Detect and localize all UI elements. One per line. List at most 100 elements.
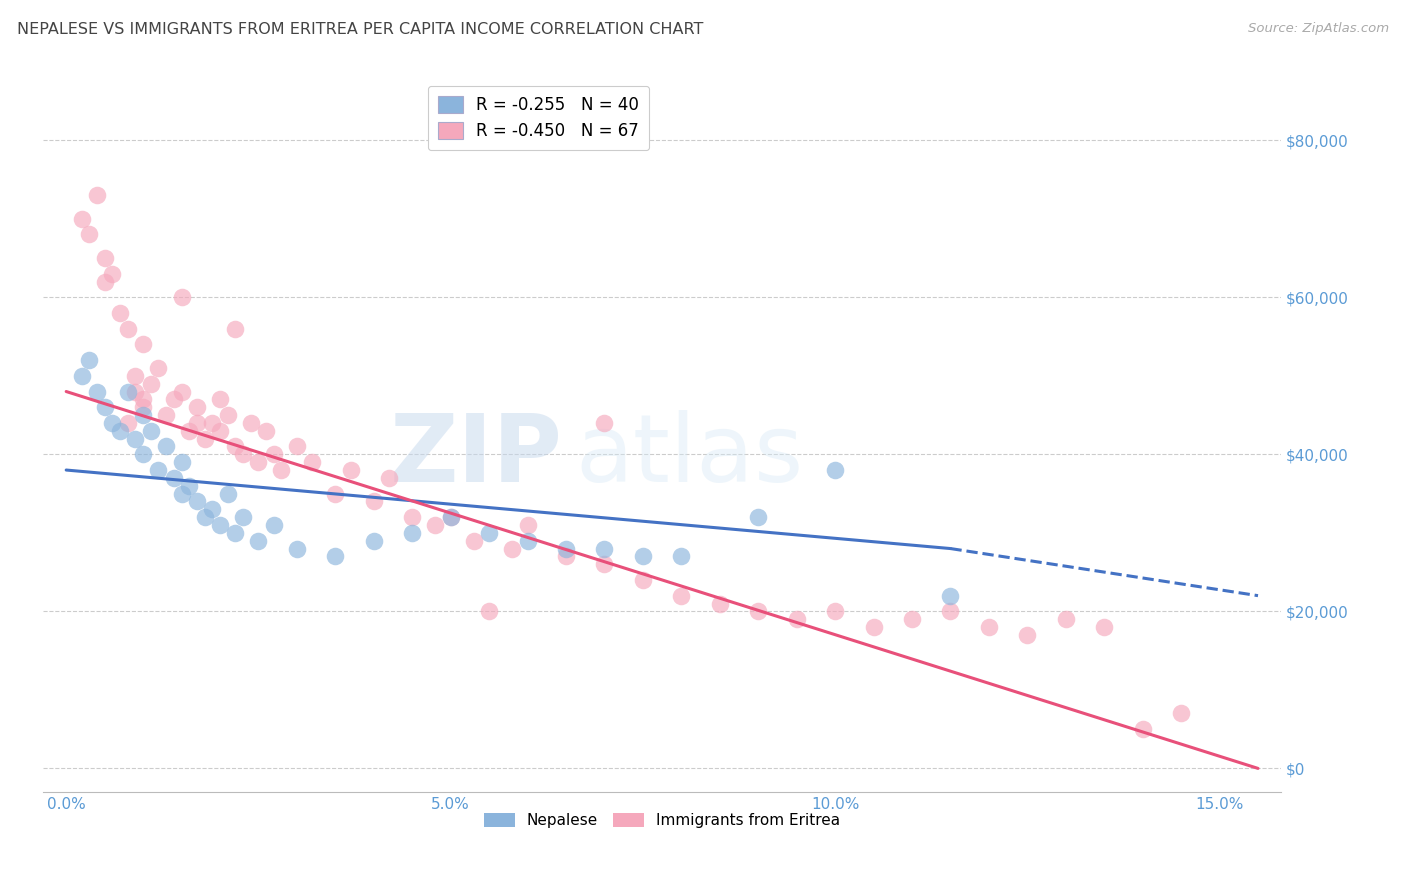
Point [671,549,693,564]
Point [139,424,162,438]
Point [93,251,115,265]
Point [440,510,463,524]
Point [86,384,108,399]
Point [478,525,501,540]
Point [285,541,308,556]
Point [285,440,308,454]
Point [401,525,423,540]
Point [323,549,346,564]
Point [224,440,246,454]
Point [463,533,485,548]
Point [155,440,177,454]
Point [301,455,323,469]
Point [1017,628,1039,642]
Point [901,612,924,626]
Point [440,510,463,524]
Point [186,401,208,415]
Point [516,533,538,548]
Point [208,392,231,407]
Point [239,416,262,430]
Point [132,408,155,422]
Point [124,384,146,399]
Point [516,518,538,533]
Point [124,368,146,383]
Point [247,455,270,469]
Point [108,424,131,438]
Point [194,432,217,446]
Point [132,337,155,351]
Point [671,589,693,603]
Point [247,533,270,548]
Point [425,518,447,533]
Point [224,525,246,540]
Point [263,518,285,533]
Point [201,416,224,430]
Point [86,188,108,202]
Point [186,416,208,430]
Point [401,510,423,524]
Point [232,510,254,524]
Point [186,494,208,508]
Point [254,424,277,438]
Point [593,541,616,556]
Point [363,494,385,508]
Point [786,612,808,626]
Point [132,401,155,415]
Point [179,479,201,493]
Point [93,275,115,289]
Point [501,541,523,556]
Point [70,368,93,383]
Point [747,604,769,618]
Point [478,604,501,618]
Point [155,408,177,422]
Point [117,384,139,399]
Point [101,267,124,281]
Point [70,211,93,226]
Point [132,392,155,407]
Point [179,424,201,438]
Point [170,486,193,500]
Point [555,549,578,564]
Point [862,620,884,634]
Point [208,424,231,438]
Point [1170,706,1192,721]
Point [117,416,139,430]
Point [170,290,193,304]
Point [747,510,769,524]
Point [201,502,224,516]
Point [148,463,170,477]
Point [939,604,962,618]
Point [939,589,962,603]
Point [709,597,731,611]
Point [378,471,401,485]
Point [593,558,616,572]
Point [824,463,846,477]
Point [148,361,170,376]
Point [101,416,124,430]
Point [163,392,186,407]
Point [339,463,361,477]
Point [631,549,654,564]
Text: Source: ZipAtlas.com: Source: ZipAtlas.com [1249,22,1389,36]
Point [224,321,246,335]
Point [631,573,654,587]
Point [170,455,193,469]
Point [1092,620,1115,634]
Text: atlas: atlas [575,410,804,502]
Point [132,447,155,461]
Point [163,471,186,485]
Point [232,447,254,461]
Point [1132,722,1154,736]
Point [217,486,239,500]
Point [208,518,231,533]
Point [93,401,115,415]
Point [1054,612,1077,626]
Point [170,384,193,399]
Point [270,463,292,477]
Point [363,533,385,548]
Point [263,447,285,461]
Point [77,227,100,242]
Point [194,510,217,524]
Point [977,620,1000,634]
Point [139,376,162,391]
